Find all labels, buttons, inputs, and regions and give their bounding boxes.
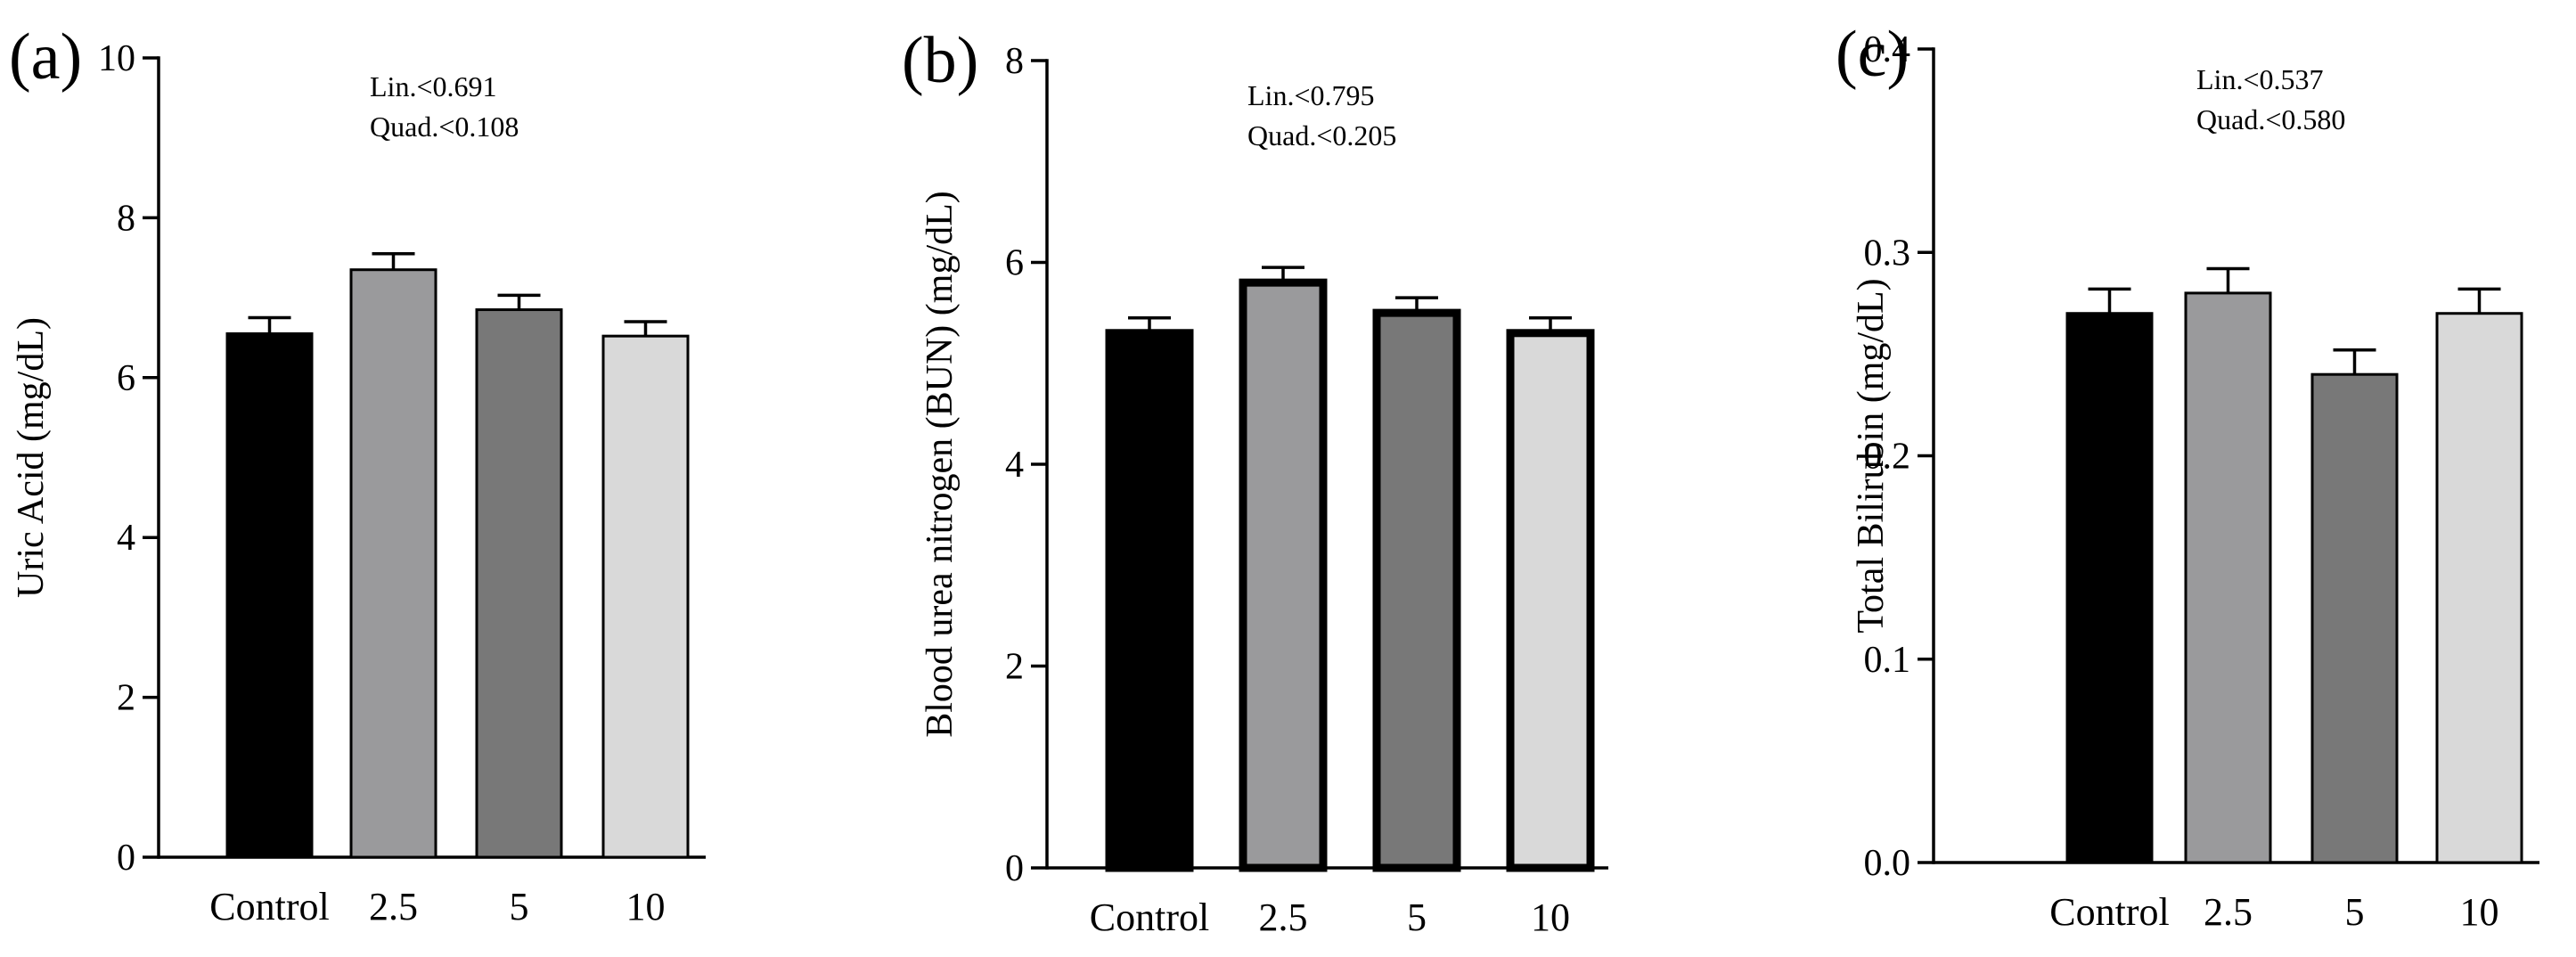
y-axis-label: Blood urea nitrogen (BUN) (mg/dL) [920,191,961,738]
stat-annotation: Lin.<0.537 [2196,63,2323,95]
y-tick-label: 6 [1005,243,1024,284]
x-tick-label: 10 [626,885,666,928]
x-tick-label: Control [209,885,329,928]
bar [1372,308,1461,872]
y-axis-label: Total Bilirubin (mg/dL) [1851,278,1892,633]
x-tick-label: 5 [2345,890,2365,934]
bar [2184,291,2272,864]
y-tick-label: 0.4 [1864,29,1911,70]
bar [601,334,690,859]
bar [349,268,438,859]
bar [1105,329,1194,872]
panel-label: (b) [902,24,978,97]
stat-annotation: Quad.<0.108 [370,110,519,143]
x-tick-label: 2.5 [369,885,418,928]
stat-annotation: Quad.<0.205 [1247,119,1396,151]
panel-label: (c) [1836,18,1909,91]
y-tick-label: 6 [117,358,135,399]
y-tick-label: 2 [1005,647,1024,688]
y-tick-label: 10 [98,38,135,79]
bar [2435,312,2523,864]
stat-annotation: Quad.<0.580 [2196,103,2345,135]
stat-annotation: Lin.<0.795 [1247,79,1374,111]
chart-panel: 0 2 4 6 8 Control 2.5 5 10 Blood urea nitrogen (B… [902,24,1608,939]
bar [2310,372,2399,864]
bar [2065,312,2154,864]
y-tick-label: 0.1 [1864,640,1911,681]
x-tick-label: 10 [1531,896,1570,939]
y-tick-label: 4 [1005,445,1024,486]
y-axis-label: Uric Acid (mg/dL) [11,317,52,598]
y-tick-label: 2 [117,678,135,719]
y-tick-label: 0.0 [1864,843,1911,884]
y-tick-label: 0 [117,838,135,879]
x-tick-label: 5 [1407,896,1427,939]
y-tick-label: 4 [117,518,135,559]
bar [225,331,314,859]
y-tick-label: 8 [1005,41,1024,82]
y-tick-label: 0 [1005,848,1024,889]
y-tick-label: 0.2 [1864,437,1911,478]
chart-panel: 0 2 4 6 8 10 Control 2.5 5 10 Uric Acid (mg/dL) (a)… [9,20,706,928]
bar [1506,329,1595,872]
chart-panel: 0.0 0.1 0.2 0.3 0.4 Control 2.5 5 10 Total Biliru… [1836,18,2539,934]
panel-label: (a) [9,20,82,94]
y-tick-label: 8 [117,198,135,239]
bar [1239,278,1328,872]
stat-annotation: Lin.<0.691 [370,70,496,102]
y-tick-label: 0.3 [1864,233,1911,274]
x-tick-label: 2.5 [1259,896,1308,939]
x-tick-label: Control [2049,890,2169,934]
x-tick-label: 2.5 [2204,890,2253,934]
x-tick-label: 10 [2460,890,2499,934]
bar [475,308,563,859]
x-tick-label: 5 [510,885,529,928]
x-tick-label: Control [1090,896,1209,939]
